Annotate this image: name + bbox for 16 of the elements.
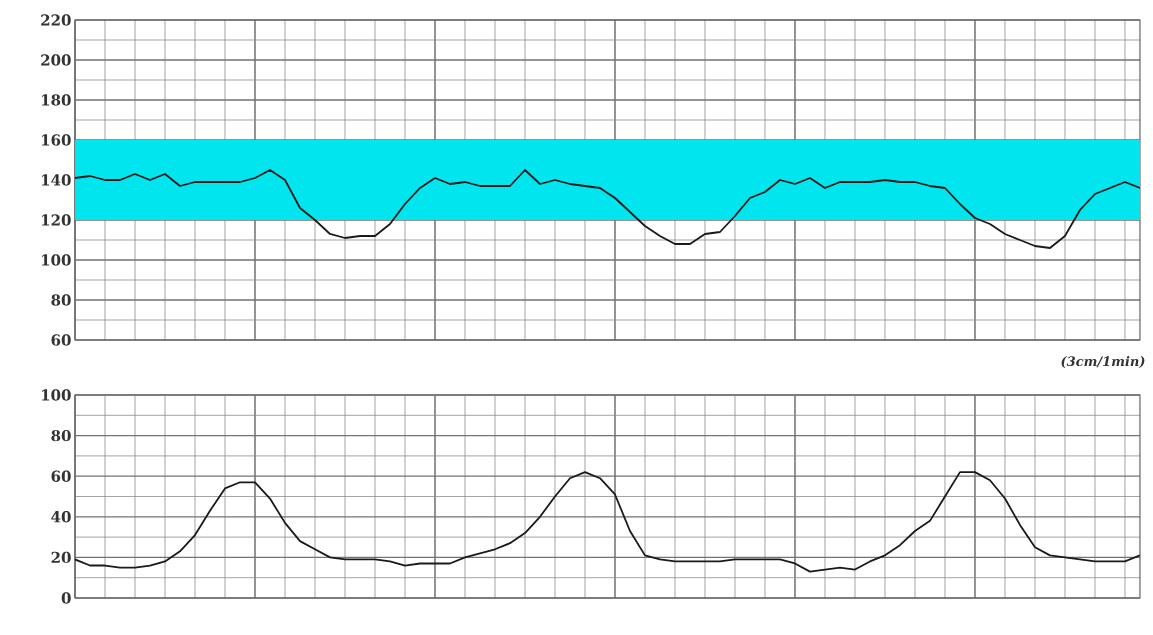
y-tick-label: 60 — [51, 334, 71, 346]
y-tick-label: 140 — [41, 174, 71, 186]
y-tick-label: 20 — [51, 551, 71, 564]
y-tick-label: 40 — [51, 511, 71, 523]
y-tick-label: 120 — [41, 214, 71, 226]
y-tick-label: 220 — [41, 14, 71, 26]
y-tick-label: 60 — [51, 470, 71, 482]
y-tick-label: 100 — [41, 254, 71, 266]
y-tick-label: 80 — [51, 429, 71, 442]
y-tick-label: 200 — [41, 54, 71, 66]
y-tick-label: 100 — [41, 389, 71, 401]
y-tick-label: 0 — [61, 592, 71, 604]
text: (3cm/1min) — [1061, 356, 1145, 368]
y-tick-label: 80 — [51, 294, 71, 306]
y-tick-label: 180 — [41, 94, 71, 106]
y-tick-label: 160 — [41, 134, 71, 146]
